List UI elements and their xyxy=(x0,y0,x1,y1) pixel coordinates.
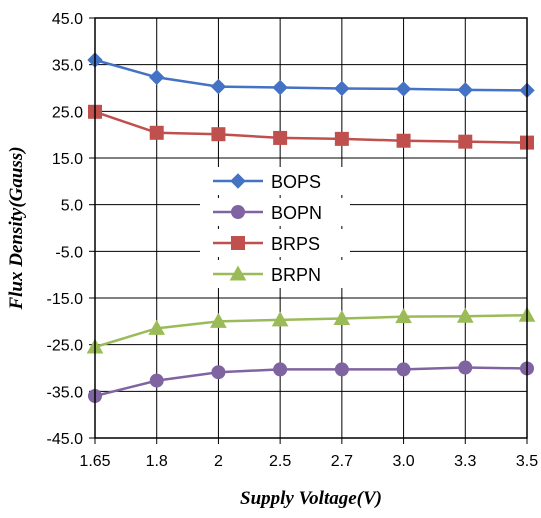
data-point xyxy=(210,78,227,95)
data-point xyxy=(271,311,289,327)
data-point xyxy=(334,80,350,97)
legend: BOPS BOPN BRPS BRPN xyxy=(200,167,350,288)
data-point xyxy=(149,69,165,85)
legend-marker xyxy=(231,236,245,250)
data-point xyxy=(396,362,411,377)
data-point xyxy=(149,125,164,140)
x-tick-label: 3.3 xyxy=(454,453,476,470)
data-point xyxy=(395,81,412,97)
legend-marker xyxy=(231,205,245,219)
data-point xyxy=(210,312,227,328)
y-tick-label: 25.0 xyxy=(52,104,83,121)
y-tick-label: 35.0 xyxy=(52,58,83,75)
x-tick-label: 1.8 xyxy=(146,453,168,470)
legend-item-brpn: BRPN xyxy=(200,260,350,288)
legend-label: BOPS xyxy=(271,172,321,192)
series-line xyxy=(94,110,528,144)
data-point xyxy=(456,307,474,323)
data-point xyxy=(211,127,226,142)
y-tick-label: 15.0 xyxy=(52,151,83,168)
series-line xyxy=(94,366,528,398)
plot-border xyxy=(94,17,528,439)
legend-item-bops: BOPS xyxy=(200,167,350,195)
data-point xyxy=(211,365,226,380)
y-axis-title: Flux Density(Gauss) xyxy=(6,146,27,310)
series-line xyxy=(94,314,528,349)
legend-label: BRPN xyxy=(271,265,321,285)
data-point xyxy=(334,131,349,146)
y-tick-label: 45.0 xyxy=(52,11,83,28)
data-point xyxy=(333,310,351,326)
data-point xyxy=(458,360,473,375)
data-point xyxy=(458,134,473,149)
y-tick-label: -25.0 xyxy=(47,338,84,355)
legend-item-bopn: BOPN xyxy=(200,198,350,226)
x-tick-label: 1.65 xyxy=(79,453,110,470)
data-point xyxy=(148,319,166,335)
data-point xyxy=(273,362,288,377)
data-point xyxy=(272,79,288,96)
x-tick-label: 2.5 xyxy=(269,453,291,470)
x-axis-title: Supply Voltage(V) xyxy=(240,488,382,509)
legend-item-brps: BRPS xyxy=(200,229,350,257)
y-tick-label: -15.0 xyxy=(47,291,84,308)
x-tick-labels: 1.65 1.8 2 2.5 2.7 3.0 3.3 3.5 xyxy=(79,453,538,470)
x-tick-label: 3.0 xyxy=(392,453,414,470)
series-line xyxy=(94,58,528,92)
legend-marker xyxy=(230,173,246,189)
data-point xyxy=(273,130,288,145)
y-tick-labels: 45.0 35.0 25.0 15.0 5.0 -5.0 -15.0 -25.0 -35.0 -4… xyxy=(47,11,84,448)
y-tick-label: -5.0 xyxy=(55,244,83,261)
y-tick-label: -45.0 xyxy=(47,431,84,448)
data-point xyxy=(395,308,412,324)
data-point xyxy=(334,362,349,377)
x-tick-label: 3.5 xyxy=(516,453,538,470)
legend-label: BOPN xyxy=(271,203,322,223)
legend-marker xyxy=(229,265,247,281)
x-tick-label: 2.7 xyxy=(331,453,353,470)
series-bops xyxy=(87,52,535,99)
data-point xyxy=(149,373,164,388)
legend-label: BRPS xyxy=(271,234,320,254)
x-tick-label: 2 xyxy=(214,453,223,470)
y-tick-label: -35.0 xyxy=(47,384,84,401)
series-brpn xyxy=(86,306,536,354)
data-point xyxy=(396,133,411,148)
y-tick-label: 5.0 xyxy=(61,198,83,215)
data-point xyxy=(457,82,473,98)
